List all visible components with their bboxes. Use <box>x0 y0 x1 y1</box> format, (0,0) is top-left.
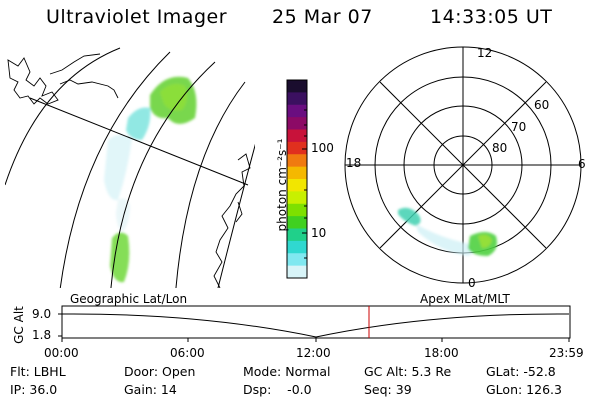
status-seq: Seq: 39 <box>364 382 412 397</box>
colorbar-swatch <box>287 203 307 217</box>
colorbar-swatch <box>287 166 307 180</box>
timeline-xtick-1800: 18:00 <box>424 346 459 360</box>
colorbar-swatch <box>287 141 307 155</box>
colorbar-swatch <box>287 253 307 267</box>
colorbar-swatch <box>287 129 307 143</box>
mlt-label-12: 12 <box>477 46 493 60</box>
colorbar-swatch <box>287 191 307 205</box>
status-gc-alt: GC Alt: 5.3 Re <box>364 364 452 379</box>
timeline-ytick-low: 1.8 <box>32 328 52 342</box>
timeline-xtick-0600: 06:00 <box>170 346 205 360</box>
status-gain: Gain: 14 <box>124 382 177 397</box>
timeline-xtick-0000: 00:00 <box>44 346 79 360</box>
colorbar-swatch <box>287 80 307 93</box>
mlt-label-6: 6 <box>578 157 586 171</box>
colorbar-swatch <box>287 216 307 230</box>
colorbar-swatch <box>287 265 307 279</box>
colorbar-swatch <box>287 104 307 118</box>
lat-label-60: 60 <box>534 98 550 112</box>
timeline-ytick-high: 9.0 <box>32 307 52 321</box>
status-door: Door: Open <box>124 364 196 379</box>
status-mode: Mode: Normal <box>243 364 331 379</box>
colorbar-tick-100: 100 <box>311 141 334 155</box>
timeline-xtick-1200: 12:00 <box>296 346 331 360</box>
timeline-xtick-2359: 23:59 <box>549 346 584 360</box>
colorbar-swatch <box>287 154 307 168</box>
status-glat: GLat: -52.8 <box>486 364 556 379</box>
colorbar-swatch <box>287 117 307 131</box>
status-dsp: Dsp: -0.0 <box>243 382 312 397</box>
date-label: 25 Mar 07 <box>272 6 373 28</box>
colorbar-swatch <box>287 92 307 106</box>
timeline-left-label: Geographic Lat/Lon <box>70 292 188 306</box>
colorbar-swatch <box>287 179 307 192</box>
colorbar-tick-10: 10 <box>311 226 327 240</box>
time-label: 14:33:05 UT <box>430 6 553 28</box>
lat-label-80: 80 <box>492 141 508 155</box>
status-glon: GLon: 126.3 <box>486 382 562 397</box>
mlt-label-18: 18 <box>346 156 362 170</box>
colorbar-frame <box>286 79 308 279</box>
timeline-right-label: Apex MLat/MLT <box>420 292 510 306</box>
mlt-label-0: 0 <box>468 276 476 290</box>
status-ip: IP: 36.0 <box>10 382 58 397</box>
status-filter: Flt: LBHL <box>10 364 66 379</box>
lat-label-70: 70 <box>511 120 527 134</box>
polar-aurora-emission <box>398 207 497 256</box>
colorbar-swatch <box>287 240 307 254</box>
instrument-title: Ultraviolet Imager <box>46 6 228 28</box>
colorbar-swatch <box>287 228 307 242</box>
